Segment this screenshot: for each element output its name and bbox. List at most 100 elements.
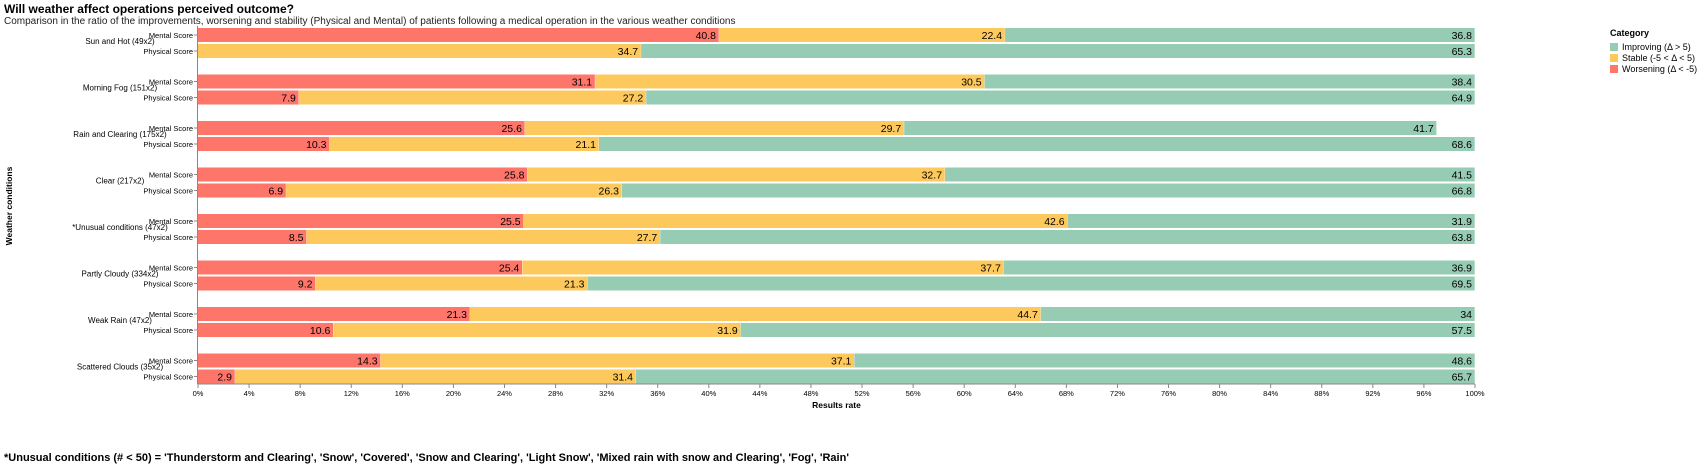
bar-segment-improving: [1040, 307, 1475, 321]
data-label: 41.7: [1413, 123, 1434, 135]
bar-segment-worsening: [198, 276, 316, 291]
legend: Category Improving (Δ > 5) Stable (-5 < …: [1610, 28, 1697, 74]
x-tick-label: 20%: [446, 389, 461, 398]
bar-segment-improving: [621, 183, 1475, 198]
bar-segment-improving: [984, 74, 1475, 89]
bar-segment-stable: [527, 167, 946, 182]
x-tick-label: 60%: [957, 389, 972, 398]
bar-row-label: Physical Score: [143, 47, 193, 56]
bar-segment-worsening: [198, 323, 334, 337]
data-label: 10.6: [310, 325, 331, 337]
data-label: 27.2: [623, 93, 644, 105]
bar-segment-improving: [854, 353, 1475, 368]
bar-segment-worsening: [198, 260, 523, 275]
data-label: 66.8: [1452, 186, 1473, 198]
bar-segment-worsening: [198, 90, 299, 105]
data-label: 30.5: [961, 77, 982, 89]
bar-row-label: Mental Score: [149, 310, 193, 319]
x-tick-label: 56%: [906, 389, 921, 398]
x-tick-label: 76%: [1161, 389, 1176, 398]
data-label: 7.9: [281, 93, 296, 105]
bar-segment-stable: [470, 307, 1041, 321]
bar-segment-worsening: [198, 214, 524, 228]
bar-row-label: Mental Score: [149, 31, 193, 40]
data-label: 31.4: [613, 372, 634, 384]
bar-segment-improving: [646, 90, 1475, 105]
legend-swatch-improving: [1610, 42, 1618, 51]
data-label: 64.9: [1452, 93, 1473, 105]
group-label: *Unusual conditions (47x2): [72, 223, 168, 232]
x-tick-label: 72%: [1110, 389, 1125, 398]
data-label: 68.6: [1452, 139, 1473, 151]
legend-label-worsening: Worsening (Δ < -5): [1622, 63, 1698, 74]
group-label: Sun and Hot (49x2): [85, 37, 155, 46]
bar-segment-stable: [524, 121, 905, 135]
group-label: Rain and Clearing (175x2): [73, 130, 167, 139]
data-label: 6.9: [269, 186, 284, 198]
bar-row-label: Mental Score: [149, 264, 193, 273]
bar-row-label: Physical Score: [143, 233, 193, 242]
bar-segment-improving: [587, 276, 1475, 291]
y-axis-title: Weather conditions: [4, 166, 14, 245]
data-label: 36.8: [1452, 30, 1473, 42]
bar-row-label: Physical Score: [143, 280, 193, 289]
bar-segment-stable: [235, 369, 637, 384]
bar-segment-worsening: [198, 353, 381, 368]
group-label: Morning Fog (151x2): [83, 84, 158, 93]
x-tick-label: 24%: [497, 389, 512, 398]
legend-label-stable: Stable (-5 < Δ < 5): [1622, 52, 1696, 63]
x-tick-label: 0%: [193, 389, 204, 398]
data-label: 27.7: [637, 232, 658, 244]
bar-row-label: Mental Score: [149, 124, 193, 133]
data-label: 31.9: [717, 325, 738, 337]
group-label: Weak Rain (47x2): [88, 316, 152, 325]
bar-segment-worsening: [198, 137, 330, 151]
data-label: 25.8: [504, 170, 525, 182]
bar-row-label: Physical Score: [143, 326, 193, 335]
data-label: 21.3: [564, 279, 585, 291]
bar-segment-stable: [380, 353, 855, 368]
x-tick-label: 16%: [395, 389, 410, 398]
bar-segment-stable: [595, 74, 985, 89]
x-tick-label: 100%: [1465, 389, 1485, 398]
data-label: 21.3: [447, 309, 468, 321]
bar-segment-worsening: [198, 230, 307, 244]
legend-label-improving: Improving (Δ > 5): [1622, 41, 1691, 52]
bar-segment-stable: [719, 28, 1006, 42]
x-tick-label: 80%: [1212, 389, 1227, 398]
group-label: Clear (217x2): [96, 177, 145, 186]
bar-segment-improving: [945, 167, 1475, 182]
bar-row-label: Physical Score: [143, 187, 193, 196]
bar-segment-improving: [1067, 214, 1475, 228]
x-tick-label: 48%: [803, 389, 818, 398]
data-label: 26.3: [599, 186, 620, 198]
bar-segment-improving: [641, 44, 1475, 58]
bar-row-label: Mental Score: [149, 78, 193, 87]
bar-segment-improving: [660, 230, 1475, 244]
data-label: 38.4: [1452, 77, 1473, 89]
x-tick-label: 88%: [1314, 389, 1329, 398]
bar-segment-stable: [198, 44, 642, 58]
data-label: 21.1: [576, 139, 597, 151]
legend-item-improving: Improving (Δ > 5): [1610, 41, 1697, 52]
data-label: 31.1: [572, 77, 593, 89]
data-label: 25.4: [499, 263, 520, 275]
x-tick-label: 12%: [344, 389, 359, 398]
bar-segment-improving: [1003, 260, 1475, 275]
x-tick-label: 68%: [1059, 389, 1074, 398]
x-tick-label: 92%: [1365, 389, 1380, 398]
data-label: 40.8: [696, 30, 717, 42]
x-tick-label: 4%: [244, 389, 255, 398]
bar-row-label: Mental Score: [149, 217, 193, 226]
bar-segment-worsening: [198, 28, 720, 42]
data-label: 25.5: [500, 216, 521, 228]
bar-row-label: Mental Score: [149, 171, 193, 180]
data-label: 69.5: [1452, 279, 1473, 291]
x-tick-label: 36%: [650, 389, 665, 398]
bar-segment-stable: [286, 183, 622, 198]
bar-row-label: Physical Score: [143, 94, 193, 103]
legend-title: Category: [1610, 28, 1650, 38]
x-tick-label: 8%: [295, 389, 306, 398]
bar-segment-worsening: [198, 369, 236, 384]
